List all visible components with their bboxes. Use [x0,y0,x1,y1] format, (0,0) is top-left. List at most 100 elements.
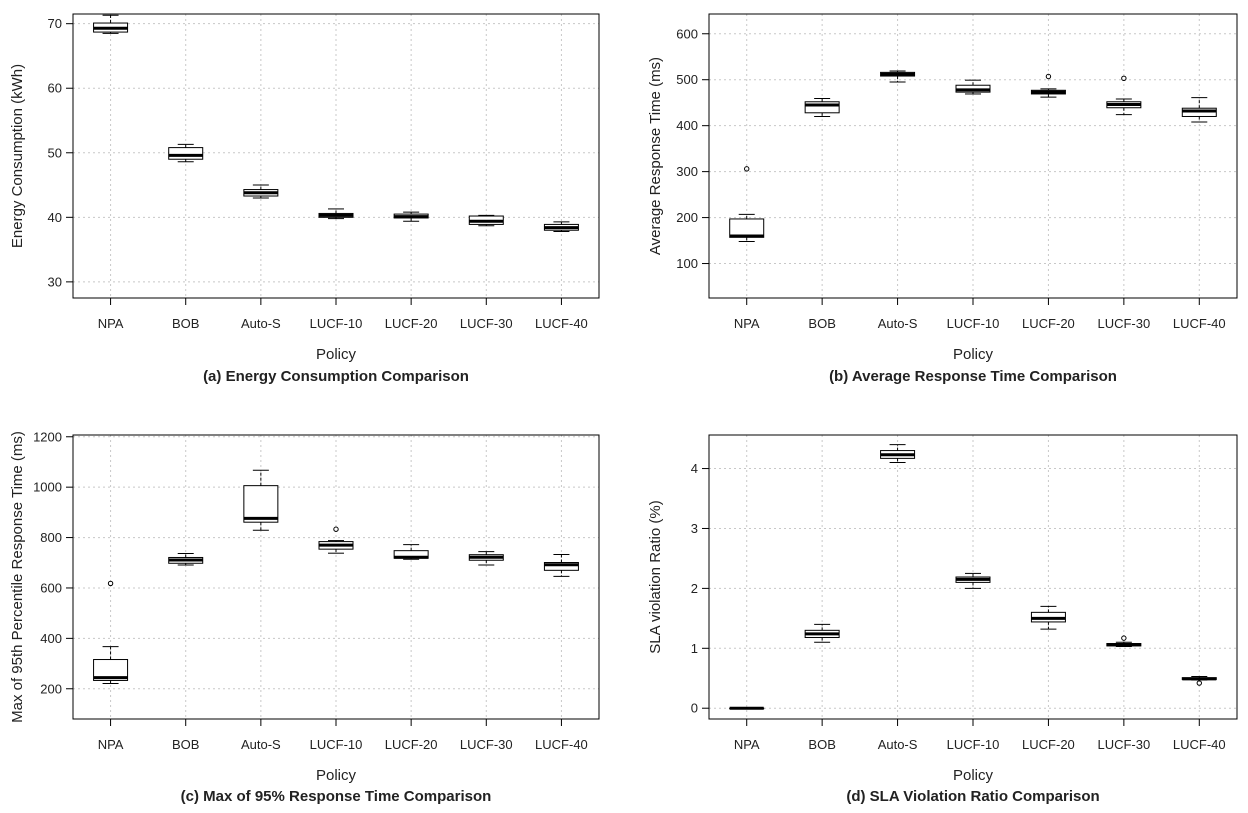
x-tick-label: LUCF-40 [1173,737,1226,752]
box-lucf-40 [1181,675,1217,686]
x-tick-label: Auto-S [878,316,918,331]
y-tick-label: 100 [676,256,698,271]
x-axis-title: Policy [953,767,994,784]
chart-caption: (d) SLA Violation Ratio Comparison [846,788,1099,805]
box-lucf-10 [318,208,354,220]
y-tick-label: 600 [40,580,62,595]
x-tick-label: BOB [172,316,199,331]
box-bob [168,552,204,566]
box-lucf-30 [1106,635,1142,648]
y-tick-label: 2 [691,581,698,596]
iqr-box [543,562,579,571]
y-tick-label: 200 [676,210,698,225]
box-lucf-40 [1181,97,1217,123]
box-lucf-10 [318,526,354,554]
x-tick-label: LUCF-30 [1097,316,1150,331]
box-npa [93,580,129,684]
box-npa [729,166,765,242]
chart-panel-2: 100 200 300 400 500 600 NPA BOB Auto-S LUCF-10 LUC… [647,13,1238,385]
y-tick-label: 4 [691,461,698,476]
box-lucf-30 [468,214,504,227]
y-tick-label: 3 [691,521,698,536]
outlier-point [744,166,750,172]
chart-panel-1: 30 40 50 60 70 NPA BOB Auto-S LUCF-10 LUCF-20 LUCF… [9,13,600,385]
y-tick-label: 300 [676,164,698,179]
x-tick-label: LUCF-30 [460,737,513,752]
x-tick-label: LUCF-10 [310,316,363,331]
x-axis-title: Policy [953,346,994,363]
outlier-point [1121,635,1127,641]
x-tick-label: LUCF-10 [310,737,363,752]
y-tick-label: 30 [48,274,62,289]
box-npa [729,706,765,710]
x-tick-label: BOB [808,737,835,752]
x-tick-label: BOB [808,316,835,331]
x-tick-label: NPA [98,316,124,331]
y-tick-label: 400 [676,118,698,133]
chart-panel-3: 200 400 600 800 1000 1200 NPA BOB Auto-S LUCF-10 L… [9,429,600,805]
box-bob [168,143,204,163]
chart-panel-4: 0 1 2 3 4 NPA BOB Auto-S LUCF-10 LUCF-20 LUCF-30 LU… [647,434,1238,805]
x-tick-label: LUCF-10 [947,316,1000,331]
iqr-box [804,101,840,114]
box-npa [93,14,129,34]
x-tick-label: LUCF-40 [535,316,588,331]
x-tick-label: LUCF-20 [1022,737,1075,752]
box-lucf-40 [543,221,579,233]
box-lucf-20 [1030,605,1066,630]
y-tick-label: 70 [48,16,62,31]
box-auto-s [243,184,279,199]
x-tick-label: NPA [734,737,760,752]
x-tick-label: NPA [734,316,760,331]
x-tick-label: LUCF-20 [385,737,438,752]
y-axis-title: SLA violation Ratio (%) [647,500,664,653]
y-tick-label: 40 [48,210,62,225]
y-tick-label: 500 [676,72,698,87]
y-tick-label: 1000 [33,480,62,495]
box-bob [804,623,840,643]
chart-caption: (a) Energy Consumption Comparison [203,368,469,385]
box-lucf-30 [1106,75,1142,116]
y-tick-label: 0 [691,701,698,716]
outlier-point [1196,680,1202,686]
box-lucf-30 [468,551,504,566]
y-axis-title: Max of 95th Percentile Response Time (ms… [9,431,26,723]
outlier-point [333,526,339,532]
y-tick-label: 600 [676,26,698,41]
chart-caption: (c) Max of 95% Response Time Comparison [181,788,492,805]
box-lucf-10 [955,79,991,95]
x-tick-label: LUCF-20 [385,316,438,331]
y-tick-label: 60 [48,81,62,96]
x-axis-title: Policy [316,767,357,784]
x-tick-label: Auto-S [241,737,281,752]
box-lucf-10 [955,572,991,589]
y-tick-label: 50 [48,145,62,160]
outlier-point [1045,73,1052,80]
y-tick-label: 1200 [33,429,62,444]
x-tick-label: LUCF-10 [947,737,1000,752]
x-tick-label: NPA [98,737,124,752]
box-lucf-20 [393,211,429,222]
box-lucf-20 [393,544,429,560]
iqr-box [168,147,204,160]
box-lucf-40 [543,553,579,577]
outlier-point [1121,75,1127,82]
y-tick-label: 1 [691,641,698,656]
x-tick-label: LUCF-40 [1173,316,1226,331]
x-axis-title: Policy [316,346,357,363]
x-tick-label: Auto-S [241,316,281,331]
chart-caption: (b) Average Response Time Comparison [829,368,1117,385]
y-tick-label: 400 [40,631,62,646]
x-tick-label: LUCF-30 [460,316,513,331]
x-tick-label: Auto-S [878,737,918,752]
y-axis-title: Average Response Time (ms) [647,57,664,255]
box-auto-s [880,444,916,464]
box-bob [804,98,840,117]
x-tick-label: LUCF-40 [535,737,588,752]
box-lucf-20 [1030,73,1066,98]
x-tick-label: LUCF-30 [1097,737,1150,752]
y-tick-label: 200 [40,681,62,696]
y-tick-label: 800 [40,530,62,545]
box-auto-s [880,70,916,83]
